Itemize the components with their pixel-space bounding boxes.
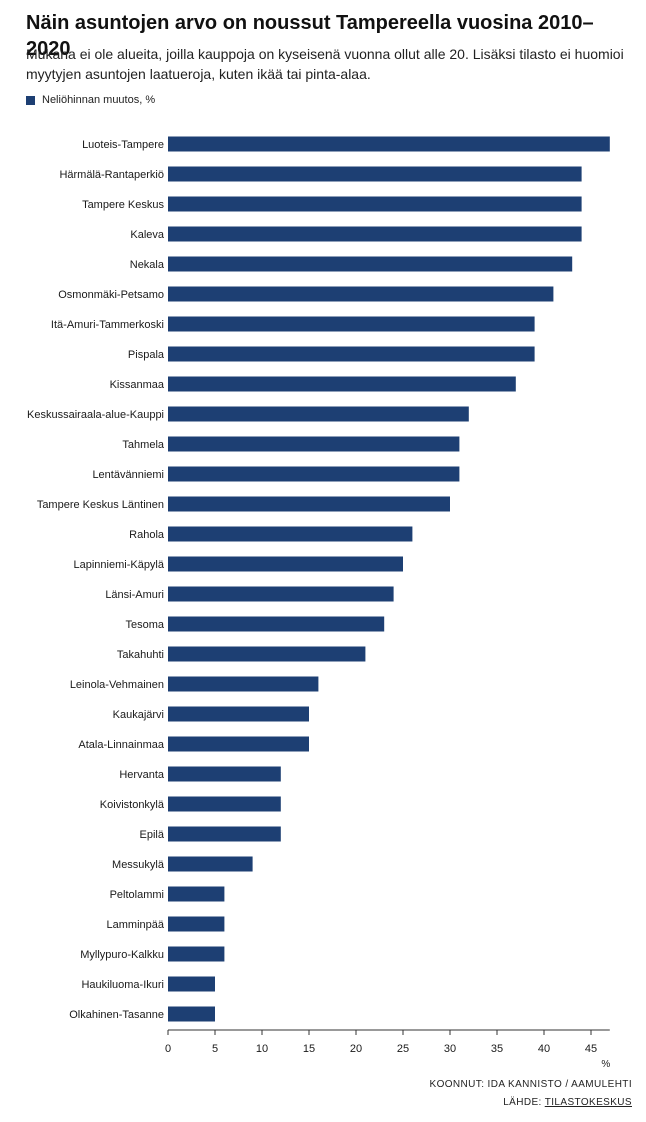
category-label: Nekala bbox=[130, 259, 165, 271]
category-label: Haukiluoma-Ikuri bbox=[81, 979, 164, 991]
chart-title: Näin asuntojen arvo on noussut Tampereel… bbox=[26, 12, 594, 60]
bar bbox=[168, 376, 516, 392]
x-tick-label: 30 bbox=[444, 1043, 456, 1055]
x-tick-label: 10 bbox=[256, 1043, 268, 1055]
bar bbox=[168, 406, 469, 422]
x-tick-label: 5 bbox=[212, 1043, 218, 1055]
category-label: Atala-Linnainmaa bbox=[78, 739, 164, 751]
category-label: Osmonmäki-Petsamo bbox=[58, 289, 164, 301]
bar bbox=[168, 616, 385, 632]
category-label: Keskussairaala-alue-Kauppi bbox=[27, 409, 164, 421]
bar bbox=[168, 466, 460, 482]
bar bbox=[168, 886, 225, 902]
category-label: Peltolammi bbox=[110, 889, 164, 901]
x-tick-label: 20 bbox=[350, 1043, 362, 1055]
category-label: Takahuhti bbox=[117, 649, 164, 661]
category-label: Lapinniemi-Käpylä bbox=[74, 559, 165, 571]
x-unit-label: % bbox=[601, 1059, 610, 1070]
category-label: Kissanmaa bbox=[110, 379, 165, 391]
bar bbox=[168, 766, 281, 782]
credits-author: KOONNUT: IDA KANNISTO / AAMULEHTI bbox=[429, 1079, 632, 1090]
bar bbox=[168, 226, 582, 242]
legend: Neliöhinnan muutos, % bbox=[26, 92, 155, 108]
bar bbox=[168, 676, 319, 692]
bar bbox=[168, 526, 413, 542]
bar bbox=[168, 496, 450, 512]
category-label: Koivistonkylä bbox=[100, 799, 165, 811]
category-label: Tesoma bbox=[125, 619, 164, 631]
category-label: Rahola bbox=[129, 529, 165, 541]
bar bbox=[168, 916, 225, 932]
x-tick-label: 45 bbox=[585, 1043, 597, 1055]
bar bbox=[168, 136, 610, 152]
category-label: Lamminpää bbox=[107, 919, 165, 931]
x-tick-label: 35 bbox=[491, 1043, 503, 1055]
x-tick-label: 0 bbox=[165, 1043, 171, 1055]
x-tick-label: 25 bbox=[397, 1043, 409, 1055]
bar bbox=[168, 436, 460, 452]
category-label: Tampere Keskus Läntinen bbox=[37, 499, 164, 511]
bar bbox=[168, 166, 582, 182]
chart-subtitle: Mukana ei ole alueita, joilla kauppoja o… bbox=[26, 46, 624, 82]
category-label: Epilä bbox=[140, 829, 165, 841]
bar bbox=[168, 316, 535, 332]
category-label: Myllypuro-Kalkku bbox=[80, 949, 164, 961]
category-label: Länsi-Amuri bbox=[105, 589, 164, 601]
bar bbox=[168, 946, 225, 962]
bar bbox=[168, 796, 281, 812]
category-label: Kaleva bbox=[130, 229, 165, 241]
bar bbox=[168, 856, 253, 872]
bar bbox=[168, 976, 215, 992]
bar bbox=[168, 826, 281, 842]
bar bbox=[168, 1006, 215, 1022]
category-label: Itä-Amuri-Tammerkoski bbox=[51, 319, 164, 331]
category-label: Pispala bbox=[128, 349, 165, 361]
legend-label: Neliöhinnan muutos, % bbox=[42, 94, 156, 106]
bar bbox=[168, 556, 403, 572]
category-label: Luoteis-Tampere bbox=[82, 139, 164, 151]
bar bbox=[168, 346, 535, 362]
bar bbox=[168, 196, 582, 212]
category-label: Tahmela bbox=[122, 439, 164, 451]
category-label: Härmälä-Rantaperkiö bbox=[59, 169, 164, 181]
category-label: Olkahinen-Tasanne bbox=[69, 1009, 164, 1021]
category-label: Leinola-Vehmainen bbox=[70, 679, 164, 691]
source-link[interactable]: TILASTOKESKUS bbox=[544, 1097, 632, 1108]
bar bbox=[168, 286, 554, 302]
bar bbox=[168, 646, 366, 662]
bar bbox=[168, 706, 309, 722]
legend-swatch bbox=[26, 95, 35, 105]
category-label: Hervanta bbox=[119, 769, 165, 781]
x-tick-label: 40 bbox=[538, 1043, 550, 1055]
bar bbox=[168, 736, 309, 752]
category-label: Lentävänniemi bbox=[92, 469, 164, 481]
bar bbox=[168, 256, 573, 272]
category-label: Tampere Keskus bbox=[82, 199, 164, 211]
credits-source: LÄHDE: TILASTOKESKUS bbox=[430, 1094, 633, 1112]
credits: KOONNUT: IDA KANNISTO / AAMULEHTI LÄHDE:… bbox=[430, 1076, 633, 1112]
credits-source-prefix: LÄHDE: bbox=[503, 1097, 545, 1108]
x-tick-label: 15 bbox=[303, 1043, 315, 1055]
category-label: Kaukajärvi bbox=[113, 709, 164, 721]
bar-chart: Luoteis-Tampere Härmälä-Rantaperkiö Tamper… bbox=[27, 136, 610, 1070]
category-label: Messukylä bbox=[112, 859, 165, 871]
bar bbox=[168, 586, 394, 602]
